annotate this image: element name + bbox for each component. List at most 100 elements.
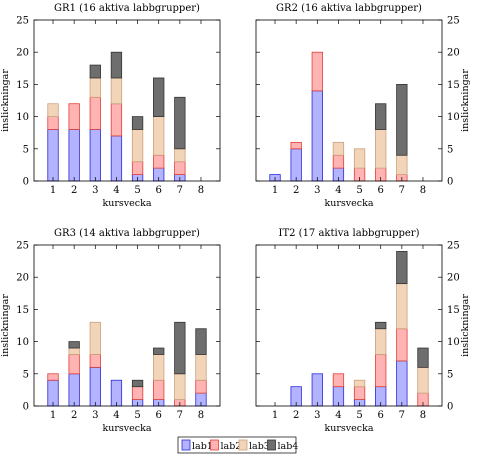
bar-lab4-week-5 xyxy=(131,116,144,130)
bar-lab2-week-1 xyxy=(47,373,59,381)
x-axis-label: kursvecka xyxy=(102,198,151,209)
x-axis-label: kursvecka xyxy=(324,423,373,434)
bar-lab3-week-8 xyxy=(417,366,429,394)
bar-lab2-week-2 xyxy=(290,141,302,150)
legend: lab1 lab2 lab3 lab4 xyxy=(177,436,298,454)
x-axis-label: kursvecka xyxy=(102,423,151,434)
bar-lab3-week-6 xyxy=(375,328,387,355)
y-tick-label: 25 xyxy=(16,16,29,27)
chart-panel-1: 0 5 10 15 20 25 1 2 3 4 5 6 7 8 GR1 (16 aktiva labbgru… xyxy=(0,3,221,209)
bar-lab2-week-2 xyxy=(68,354,80,375)
bar-lab2-week-3 xyxy=(311,51,323,92)
legend-swatch-lab1 xyxy=(181,439,191,451)
bar-lab4-week-8 xyxy=(417,347,429,368)
bar-lab3-week-5 xyxy=(353,379,366,388)
x-tick-label: 7 xyxy=(177,410,183,421)
x-tick-label: 6 xyxy=(156,185,162,196)
plot-frame xyxy=(33,244,221,407)
x-tick-label: 5 xyxy=(356,410,362,421)
chart-panel-4: 0 5 10 15 20 25 1 2 3 4 5 6 7 8 IT2 (17 aktiva labbgru… xyxy=(255,228,471,434)
chart-panel-3: 0 5 10 15 20 25 1 2 3 4 5 6 7 8 GR3 (14 aktiva labbgru… xyxy=(0,228,221,434)
y-tick-label: 0 xyxy=(23,402,29,413)
bar-lab3-week-3 xyxy=(89,77,101,98)
y-tick-label: 25 xyxy=(447,16,460,27)
x-tick-label: 1 xyxy=(272,185,278,196)
y-tick-label: 20 xyxy=(447,273,460,284)
chart-title: GR2 (16 aktiva labbgrupper) xyxy=(276,3,422,14)
bar-lab4-week-7 xyxy=(396,251,408,285)
bar-lab4-week-5 xyxy=(131,379,144,388)
x-tick-label: 4 xyxy=(335,185,341,196)
legend-label-lab3: lab3 xyxy=(249,441,270,452)
x-tick-label: 1 xyxy=(272,410,278,421)
bar-lab3-week-4 xyxy=(332,141,345,156)
legend-swatch-lab3 xyxy=(238,439,248,451)
x-tick-label: 3 xyxy=(314,410,320,421)
chart-panel-2: 0 5 10 15 20 25 1 2 3 4 5 6 7 8 GR2 (16 aktiva labbgru… xyxy=(255,3,471,209)
bar-lab3-week-7 xyxy=(174,148,186,163)
plot-frame xyxy=(255,244,443,407)
legend-label-lab1: lab1 xyxy=(192,441,213,452)
x-tick-label: 7 xyxy=(399,410,405,421)
bar-lab4-week-2 xyxy=(68,341,80,349)
y-axis-label: inslickningar xyxy=(0,69,11,132)
bar-lab4-week-7 xyxy=(396,84,408,156)
y-tick-label: 0 xyxy=(447,402,453,413)
x-tick-label: 8 xyxy=(198,185,204,196)
plot-frame xyxy=(255,19,443,182)
bar-lab2-week-2 xyxy=(68,103,80,130)
y-axis-label: inslickningar xyxy=(0,294,11,357)
bar-lab2-week-4 xyxy=(332,154,345,169)
bar-lab3-week-3 xyxy=(89,321,101,355)
chart-title: GR3 (14 aktiva labbgrupper) xyxy=(54,228,200,239)
bar-lab4-week-7 xyxy=(174,96,186,150)
bar-lab4-week-6 xyxy=(153,77,165,117)
y-tick-label: 25 xyxy=(16,241,29,252)
bar-lab4-week-4 xyxy=(110,51,123,79)
legend-swatch-lab2 xyxy=(210,439,219,451)
y-tick-label: 5 xyxy=(447,144,453,155)
y-tick-label: 20 xyxy=(16,273,29,284)
y-tick-label: 20 xyxy=(447,48,460,59)
x-tick-label: 2 xyxy=(71,185,77,196)
y-tick-label: 10 xyxy=(16,337,29,348)
y-tick-label: 5 xyxy=(23,144,29,155)
bar-lab2-week-8 xyxy=(195,379,207,394)
bar-lab1-week-3 xyxy=(311,90,323,182)
bar-lab1-week-1 xyxy=(47,129,59,182)
x-tick-label: 2 xyxy=(71,410,77,421)
x-tick-label: 7 xyxy=(399,185,405,196)
y-tick-label: 15 xyxy=(16,305,29,316)
bar-lab2-week-4 xyxy=(110,103,123,137)
bar-lab1-week-3 xyxy=(311,373,323,407)
bar-lab3-week-2 xyxy=(68,347,80,355)
x-tick-label: 8 xyxy=(420,185,426,196)
bar-lab2-week-5 xyxy=(131,386,144,400)
bar-lab4-week-6 xyxy=(375,103,387,130)
bar-lab4-week-8 xyxy=(195,328,207,355)
bar-lab2-week-5 xyxy=(353,386,366,400)
bar-lab1-week-4 xyxy=(110,135,123,182)
bar-lab1-week-3 xyxy=(89,366,101,407)
bar-lab2-week-1 xyxy=(47,116,59,130)
bar-lab2-week-3 xyxy=(89,96,101,130)
y-tick-label: 15 xyxy=(16,80,29,91)
bar-lab3-week-5 xyxy=(353,148,366,169)
x-tick-label: 6 xyxy=(378,410,384,421)
x-tick-label: 6 xyxy=(156,410,162,421)
y-tick-label: 10 xyxy=(447,112,460,123)
x-tick-label: 5 xyxy=(134,410,140,421)
bar-lab4-week-3 xyxy=(89,64,101,79)
bar-lab2-week-6 xyxy=(375,354,387,388)
bar-lab3-week-4 xyxy=(110,77,123,105)
bar-lab3-week-8 xyxy=(195,354,207,381)
bar-lab2-week-7 xyxy=(396,328,408,362)
bar-lab3-week-6 xyxy=(153,116,165,156)
y-axis-label: inslickningar xyxy=(460,69,471,132)
bar-lab3-week-7 xyxy=(396,154,408,175)
bar-lab2-week-4 xyxy=(332,373,345,388)
y-tick-label: 0 xyxy=(447,177,453,188)
x-tick-label: 3 xyxy=(92,410,98,421)
x-axis-label: kursvecka xyxy=(324,198,373,209)
